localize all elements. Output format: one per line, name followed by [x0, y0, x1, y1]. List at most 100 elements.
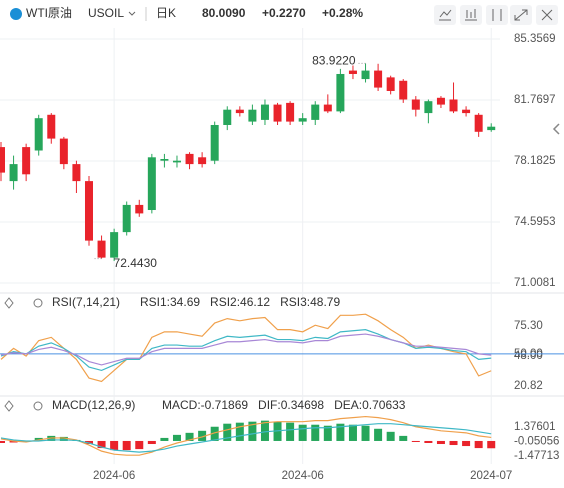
indicator-line [0, 423, 492, 453]
code[interactable]: USOIL [88, 6, 124, 20]
pane-title: RSI(7,14,21) [52, 295, 120, 309]
indicator-line [0, 313, 492, 383]
macd-bar [424, 440, 433, 443]
candle-body [47, 114, 56, 139]
macd-bar [210, 426, 219, 441]
macd-bar [399, 435, 408, 441]
eye-icon[interactable] [4, 400, 14, 412]
candle-body [198, 157, 207, 165]
candle-body [487, 126, 496, 131]
pane-title: MACD(12,26,9) [52, 398, 135, 412]
candle-body [34, 118, 43, 151]
macd-bar [122, 440, 131, 451]
tool-candle-icon [492, 9, 502, 21]
macd-bar [198, 430, 207, 441]
macd-bar [361, 425, 370, 441]
collapse-arrow[interactable] [552, 123, 560, 135]
macd-bar [449, 440, 458, 446]
candle-body [336, 73, 345, 112]
candle-body [59, 138, 68, 165]
candle-body [223, 109, 232, 125]
candle-body [411, 99, 420, 110]
candle-body [9, 164, 18, 182]
period[interactable]: 日K [156, 6, 176, 20]
y-tick-label: 20.82 [514, 380, 543, 392]
candle-body [311, 104, 320, 120]
eye-icon[interactable] [4, 297, 14, 309]
dropdown-arrow[interactable] [128, 11, 136, 16]
macd-bar [248, 421, 257, 441]
tool-candle[interactable] [486, 5, 508, 25]
candle-body [248, 109, 257, 122]
legend-entry: RSI3:48.79 [280, 295, 340, 309]
indicator-line [0, 415, 492, 456]
indicator-line [0, 333, 492, 366]
macd-bar [135, 440, 144, 450]
candle-body [298, 118, 307, 122]
candle-body [273, 104, 282, 122]
x-tick-label: 2024-07 [470, 470, 512, 482]
candle-body [122, 204, 131, 233]
candle-body [185, 153, 194, 165]
legend-entry: DIF:0.34698 [258, 398, 324, 412]
y-tick-label: -0.05056 [514, 436, 559, 448]
symbol-icon [10, 8, 22, 20]
candle-body [147, 157, 156, 211]
macd-bar [474, 440, 483, 449]
candle-body [462, 109, 471, 114]
macd-bar [286, 422, 295, 441]
candle-body [424, 101, 433, 114]
candle-body [361, 70, 370, 80]
macd-bar [336, 423, 345, 441]
x-tick-label: 2024-06 [93, 470, 135, 482]
change-pct: +0.28% [322, 6, 363, 20]
settings-icon[interactable] [33, 298, 43, 308]
candle-body [260, 104, 269, 120]
candle-body [210, 124, 219, 161]
y-tick-label: -1.47713 [514, 450, 559, 462]
macd-bar [323, 425, 332, 441]
annotation: 83.9220 [312, 54, 356, 68]
macd-bar [311, 424, 320, 441]
candle-body [436, 97, 445, 105]
y-tick-label: 78.1825 [514, 155, 556, 167]
tool-draw-icon [439, 9, 452, 21]
tool-indicator-icon [465, 9, 477, 21]
macd-bar [185, 432, 194, 441]
tool-close-icon [541, 9, 553, 21]
tool-fullscreen-icon [514, 9, 528, 21]
macd-bar [436, 440, 445, 445]
macd-bar [487, 440, 496, 449]
price: 80.0090 [202, 6, 246, 20]
toolbar [434, 5, 558, 25]
candle-body [0, 147, 5, 173]
change: +0.2270 [262, 6, 306, 20]
tool-draw[interactable] [434, 5, 456, 25]
candle-body [286, 102, 295, 122]
candle-body [374, 70, 383, 88]
candle-body [22, 147, 31, 175]
settings-icon[interactable] [33, 401, 43, 411]
candle-body [97, 240, 106, 258]
legend-entry: DEA:0.70633 [334, 398, 406, 412]
y-tick-label: 1.37601 [514, 421, 556, 433]
candle-body [323, 104, 332, 112]
y-tick-label: 71.0081 [514, 277, 556, 289]
macd-bar [260, 420, 269, 441]
macd-bar [0, 440, 5, 443]
annotation: 72.4430 [114, 256, 158, 270]
legend-entry: RSI2:46.12 [210, 295, 270, 309]
candle-body [135, 204, 144, 214]
candle-body [449, 99, 458, 112]
macd-bar [386, 431, 395, 441]
legend-entry: MACD:-0.71869 [162, 398, 248, 412]
candle-body [84, 181, 93, 241]
y-tick-label: 75.30 [514, 320, 543, 332]
candle-body [399, 80, 408, 100]
x-tick-label: 2024-06 [282, 470, 324, 482]
y-tick-label: 81.7697 [514, 94, 556, 106]
macd-bar [147, 440, 156, 445]
candle-body [172, 160, 181, 163]
candle-body [72, 164, 81, 182]
